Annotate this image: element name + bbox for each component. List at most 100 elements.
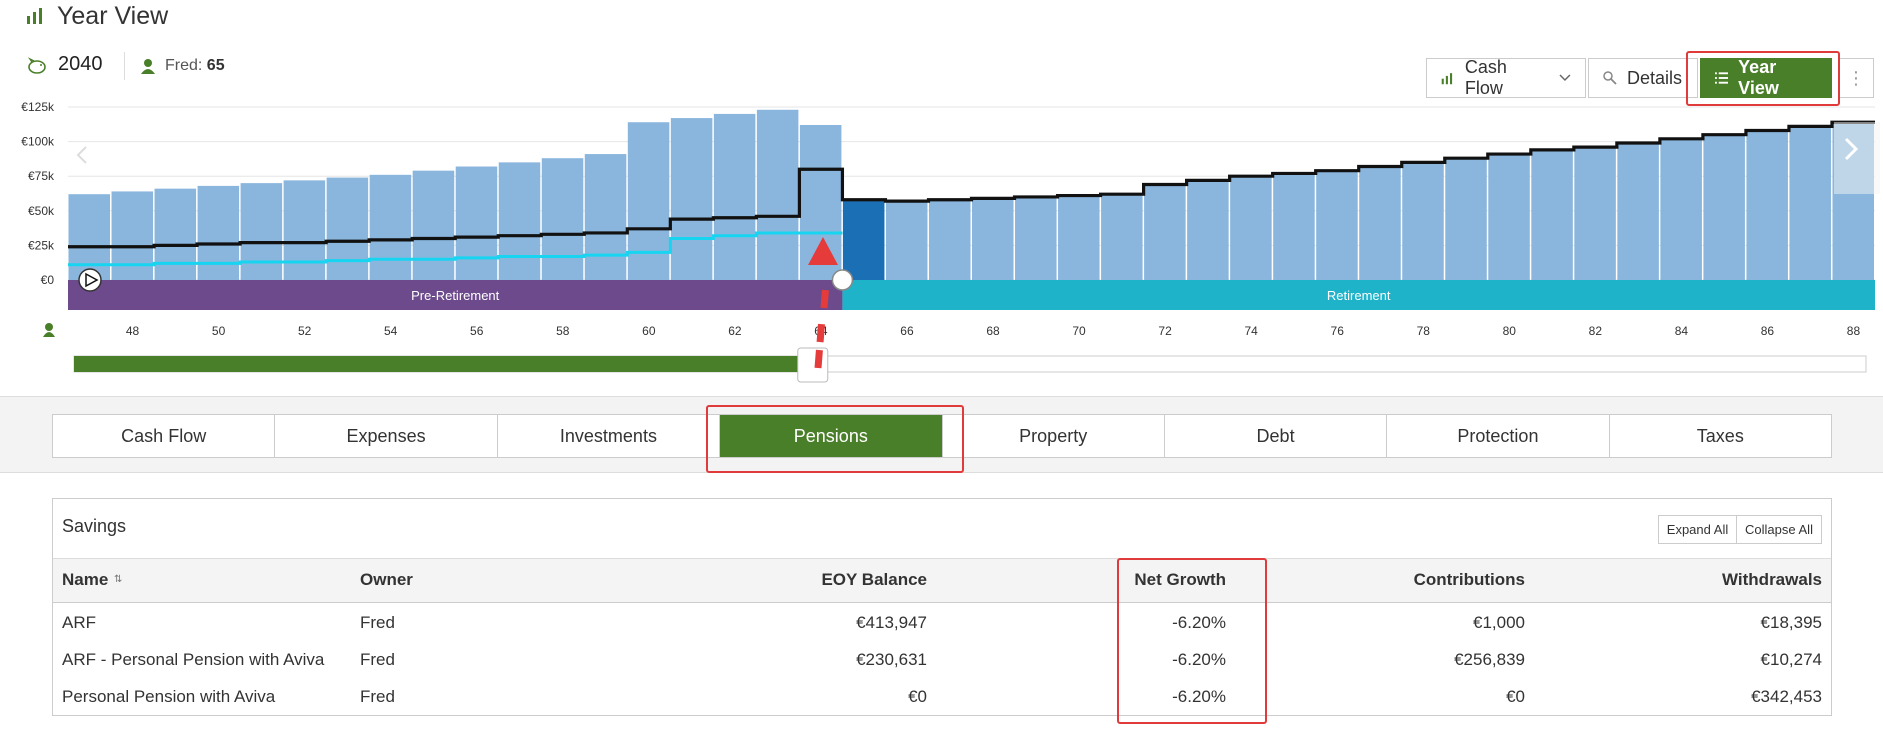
person-age-label: Fred: 65 (165, 57, 225, 75)
bar[interactable] (1230, 176, 1272, 280)
details-label: Details (1627, 67, 1683, 88)
x-tick-label: 70 (1072, 324, 1086, 338)
selected-bar[interactable] (842, 201, 885, 280)
highlight-net-growth-column (1117, 558, 1267, 724)
y-tick-label: €50k (28, 204, 55, 218)
chevron-left-icon[interactable] (76, 146, 87, 164)
bar[interactable] (111, 191, 154, 280)
bar[interactable] (1488, 154, 1530, 280)
bar[interactable] (541, 158, 584, 280)
bar[interactable] (326, 177, 369, 280)
tab-pensions[interactable]: Pensions (720, 415, 943, 457)
bar[interactable] (240, 183, 283, 280)
tab-protection[interactable]: Protection (1387, 415, 1610, 457)
bar[interactable] (584, 154, 627, 280)
tab-debt[interactable]: Debt (1165, 415, 1388, 457)
bar[interactable] (197, 185, 240, 280)
bar[interactable] (1359, 166, 1401, 280)
bar[interactable] (885, 201, 928, 280)
tab-property[interactable]: Property (943, 415, 1165, 457)
year-slider-handle[interactable] (797, 347, 829, 383)
chart-divider (0, 396, 1883, 397)
bar[interactable] (1058, 195, 1100, 280)
bar[interactable] (369, 174, 412, 280)
bar[interactable] (1187, 180, 1229, 280)
bar[interactable] (283, 180, 326, 280)
bar[interactable] (412, 170, 455, 280)
tab-label: Cash Flow (121, 425, 207, 446)
sort-icon[interactable]: ⇅ (114, 574, 123, 585)
bar[interactable] (68, 194, 111, 280)
y-tick-label: €100k (21, 135, 55, 149)
table-cell: ARF (62, 613, 96, 632)
x-tick-label: 80 (1503, 324, 1517, 338)
collapse-all-button[interactable]: Collapse All (1737, 515, 1822, 544)
bar[interactable] (1101, 194, 1143, 280)
play-icon (85, 272, 99, 288)
cashflow-view-dropdown[interactable]: Cash Flow (1426, 57, 1586, 98)
bar[interactable] (1574, 147, 1616, 280)
header-divider (124, 52, 125, 80)
table-cell: Fred (360, 650, 395, 669)
year-view-button[interactable]: Year View (1700, 57, 1832, 98)
x-tick-label: 78 (1417, 324, 1431, 338)
savings-panel (52, 498, 1832, 716)
bar[interactable] (1402, 162, 1444, 280)
bar[interactable] (1316, 170, 1358, 280)
bar[interactable] (972, 198, 1014, 280)
series-line-cyan (68, 231, 843, 267)
x-tick-label: 76 (1331, 324, 1345, 338)
cashflow-chart[interactable]: €125k €100k €75k €50k €25k €0 Pre-Retirement R… (0, 95, 1883, 385)
table-cell: Personal Pension with Aviva (62, 687, 276, 706)
bar[interactable] (1703, 134, 1745, 280)
person-icon (141, 59, 155, 74)
bar[interactable] (928, 199, 971, 280)
bar[interactable] (1660, 138, 1702, 280)
list-icon (1715, 72, 1729, 84)
bar[interactable] (154, 188, 197, 280)
table-cell: -6.20% (1172, 650, 1226, 669)
details-button[interactable]: Details (1588, 58, 1698, 98)
bar[interactable] (1746, 130, 1788, 280)
x-tick-label: 52 (298, 324, 312, 338)
table-cell: €0 (1506, 687, 1525, 706)
expand-all-button[interactable]: Expand All (1658, 515, 1737, 544)
table-cell: -6.20% (1172, 613, 1226, 632)
x-tick-label: 88 (1847, 324, 1861, 338)
bar[interactable] (1789, 126, 1831, 280)
phase-label: Pre-Retirement (411, 288, 500, 303)
bar[interactable] (713, 113, 756, 280)
more-options-button[interactable]: ⋮ (1838, 58, 1874, 98)
highlight-pensions-tab (706, 405, 964, 473)
bar[interactable] (1273, 173, 1315, 280)
year-marker-handle[interactable] (831, 269, 854, 291)
bar[interactable] (1445, 158, 1487, 280)
column-header-contributions: Contributions (1413, 570, 1525, 589)
x-tick-label: 84 (1675, 324, 1689, 338)
tab-expenses[interactable]: Expenses (275, 415, 498, 457)
bar[interactable] (1144, 184, 1186, 280)
tab-cash-flow[interactable]: Cash Flow (53, 415, 276, 457)
bar[interactable] (627, 122, 670, 280)
next-arrow-area[interactable] (1834, 122, 1880, 194)
bar[interactable] (1015, 196, 1057, 280)
bar[interactable] (756, 109, 799, 280)
person-name: Fred: (165, 57, 203, 74)
bar[interactable] (455, 166, 498, 280)
x-tick-label: 54 (384, 324, 398, 338)
bar[interactable] (498, 162, 541, 280)
chevron-right-icon[interactable] (1844, 137, 1859, 161)
column-header-name[interactable]: Name (62, 570, 109, 589)
year-slider-fill (74, 356, 800, 372)
bar[interactable] (670, 118, 713, 281)
tab-taxes[interactable]: Taxes (1610, 415, 1831, 457)
tab-label: Taxes (1696, 425, 1744, 446)
play-button[interactable] (78, 268, 102, 292)
table-cell: €0 (908, 687, 927, 706)
bar-chart-icon (1441, 73, 1453, 85)
bar[interactable] (1531, 149, 1573, 280)
bar[interactable] (1617, 142, 1659, 280)
tab-investments[interactable]: Investments (498, 415, 721, 457)
phase-label: Retirement (1327, 288, 1391, 303)
x-tick-label: 58 (556, 324, 570, 338)
